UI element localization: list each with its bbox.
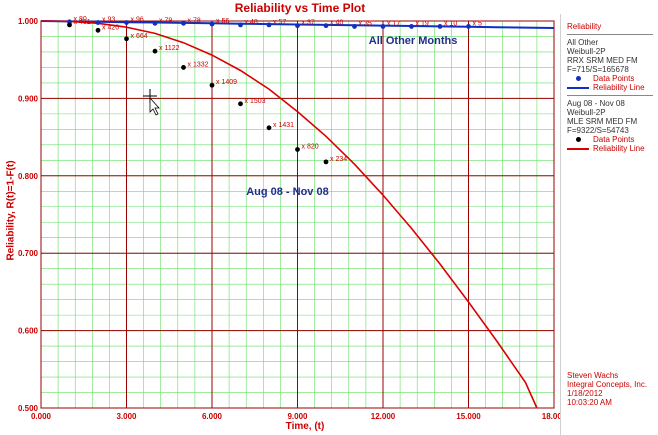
data-point-aug-nov bbox=[181, 65, 186, 70]
legend-panel: Reliability All Other Weibull-2P RRX SRM… bbox=[560, 14, 658, 435]
data-label: x 1503 bbox=[245, 98, 266, 105]
x-tick-label: 0.000 bbox=[31, 412, 52, 421]
legend-data-points-black: Data Points bbox=[567, 135, 658, 144]
y-tick-label: 0.600 bbox=[18, 327, 39, 336]
x-axis-label: Time, (t) bbox=[285, 421, 325, 432]
legend-name: Aug 08 - Nov 08 bbox=[567, 99, 625, 108]
legend-method: RRX SRM MED FM bbox=[567, 56, 638, 65]
chart-title: Reliability vs Time Plot bbox=[234, 1, 366, 15]
data-label: x 17 bbox=[387, 20, 400, 27]
data-label: x 93 bbox=[102, 17, 115, 24]
legend-distribution: Weibull-2P bbox=[567, 108, 606, 117]
data-label: x 5 bbox=[473, 20, 482, 27]
data-point-aug-nov bbox=[323, 159, 329, 165]
legend-distribution: Weibull-2P bbox=[567, 47, 606, 56]
data-label: x 79 bbox=[159, 17, 172, 24]
legend-divider bbox=[567, 95, 653, 96]
legend-block-all-other: All Other Weibull-2P RRX SRM MED FM F=71… bbox=[561, 38, 658, 92]
legend-divider bbox=[567, 34, 653, 35]
legend-counts: F=9322/S=54743 bbox=[567, 126, 629, 135]
data-point-aug-nov bbox=[238, 101, 243, 107]
data-label: x 1122 bbox=[159, 45, 180, 52]
data-point-aug-nov bbox=[152, 48, 158, 54]
black-dot-icon bbox=[567, 135, 589, 144]
data-label: x 78 bbox=[188, 17, 201, 24]
data-label: x 80 bbox=[74, 16, 87, 23]
author-footer: Steven Wachs Integral Concepts, Inc. 1/1… bbox=[567, 371, 648, 407]
data-label: x 57 bbox=[273, 19, 286, 26]
data-point-all-other bbox=[181, 20, 186, 26]
data-point-all-other bbox=[152, 20, 158, 26]
data-point-all-other bbox=[323, 23, 329, 29]
annotation-aug-nov: Aug 08 - Nov 08 bbox=[246, 186, 329, 198]
data-label: x 96 bbox=[131, 17, 144, 24]
data-point-all-other bbox=[409, 24, 414, 29]
legend-line-blue: Reliability Line bbox=[567, 83, 658, 92]
reliability-line-aug-nov bbox=[40, 20, 538, 409]
legend-line-red: Reliability Line bbox=[567, 144, 658, 153]
x-tick-label: 3.000 bbox=[116, 412, 137, 421]
data-point-all-other bbox=[238, 22, 243, 28]
data-label: x 664 bbox=[131, 33, 148, 40]
data-label: x 420 bbox=[102, 24, 119, 31]
mouse-pointer-icon bbox=[149, 96, 160, 116]
data-label: x 1332 bbox=[188, 61, 209, 68]
y-tick-label: 1.000 bbox=[18, 17, 39, 26]
legend-counts: F=715/S=165678 bbox=[567, 65, 629, 74]
x-tick-label: 6.000 bbox=[202, 412, 223, 421]
y-tick-label: 0.800 bbox=[18, 172, 39, 181]
reliability-chart: 0.000 3.000 6.000 9.000 12.000 15.000 18.000 0.… bbox=[18, 16, 560, 421]
data-label: x 40 bbox=[330, 20, 343, 27]
data-point-all-other bbox=[209, 21, 215, 27]
data-label: x 234 bbox=[330, 156, 347, 163]
data-point-aug-nov bbox=[266, 125, 272, 131]
data-label: x 56 bbox=[216, 18, 229, 25]
data-point-all-other bbox=[266, 22, 272, 28]
x-tick-label: 15.000 bbox=[456, 412, 481, 421]
data-point-all-other bbox=[380, 24, 386, 29]
data-label: x 1409 bbox=[216, 79, 237, 86]
legend-data-points-blue: Data Points bbox=[567, 74, 658, 83]
y-tick-label: 0.700 bbox=[18, 249, 39, 258]
legend-method: MLE SRM MED FM bbox=[567, 117, 638, 126]
data-point-all-other bbox=[466, 24, 471, 29]
data-label: x 48 bbox=[245, 19, 258, 26]
data-point-all-other bbox=[352, 24, 357, 29]
data-label: x 19 bbox=[416, 20, 429, 27]
x-tick-label: 18.000 bbox=[542, 412, 560, 421]
data-point-aug-nov bbox=[124, 36, 129, 42]
data-label: x 10 bbox=[444, 20, 457, 27]
legend-header: Reliability bbox=[567, 22, 602, 31]
data-label: x 37 bbox=[302, 20, 315, 27]
data-label: x 461 bbox=[74, 19, 91, 26]
data-label: x 35 bbox=[359, 20, 372, 27]
legend-block-aug-nov: Aug 08 - Nov 08 Weibull-2P MLE SRM MED F… bbox=[561, 99, 658, 153]
legend-name: All Other bbox=[567, 38, 599, 47]
blue-line-icon bbox=[567, 83, 589, 92]
data-point-aug-nov bbox=[209, 82, 215, 88]
blue-dot-icon bbox=[567, 74, 589, 83]
data-point-all-other bbox=[95, 20, 101, 25]
data-point-aug-nov bbox=[95, 27, 101, 33]
data-point-aug-nov bbox=[295, 147, 300, 152]
data-point-all-other bbox=[124, 20, 129, 25]
y-tick-label: 0.500 bbox=[18, 404, 39, 413]
annotation-all-other: All Other Months bbox=[369, 35, 458, 47]
data-point-all-other bbox=[295, 23, 300, 29]
data-point-all-other bbox=[437, 24, 443, 29]
data-label: x 820 bbox=[302, 143, 319, 150]
x-tick-label: 12.000 bbox=[371, 412, 396, 421]
data-label: x 1431 bbox=[273, 122, 294, 129]
data-point-aug-nov bbox=[67, 22, 72, 28]
red-line-icon bbox=[567, 144, 589, 153]
y-tick-label: 0.900 bbox=[18, 94, 39, 103]
x-tick-label: 9.000 bbox=[287, 412, 308, 421]
